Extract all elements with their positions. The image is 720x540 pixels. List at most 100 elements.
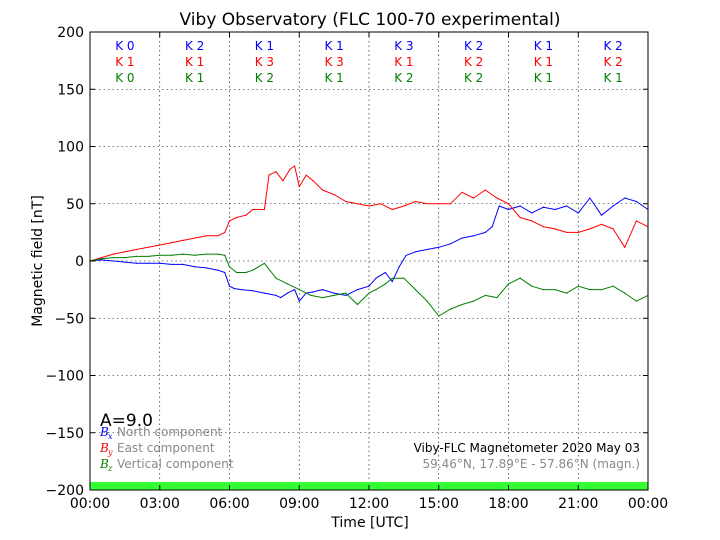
- x-tick-label: 00:00: [628, 496, 668, 512]
- data-point-z: [519, 277, 521, 279]
- data-point-x: [449, 243, 451, 245]
- data-point-y: [449, 203, 451, 205]
- data-point-z: [124, 257, 126, 259]
- data-point-z: [542, 289, 545, 291]
- data-point-y: [112, 253, 114, 255]
- grid-lines: [90, 32, 648, 490]
- data-point-x: [600, 214, 603, 216]
- data-point-y: [600, 223, 603, 225]
- data-point-x: [426, 248, 428, 251]
- series-line-z: [89, 253, 649, 317]
- data-point-x: [345, 294, 347, 296]
- data-point-y: [496, 197, 498, 199]
- k-index-label: K 1: [115, 55, 134, 69]
- data-point-y: [124, 251, 126, 253]
- data-point-z: [403, 277, 405, 279]
- y-tick-label: 100: [57, 140, 84, 156]
- data-point-z: [566, 292, 568, 294]
- data-point-x: [554, 208, 556, 211]
- x-tick-label: 21:00: [558, 496, 598, 512]
- data-point-y: [589, 228, 591, 230]
- data-point-z: [205, 253, 207, 255]
- data-point-x: [333, 292, 335, 294]
- data-point-y: [461, 191, 463, 193]
- data-point-z: [589, 289, 591, 291]
- data-point-x: [298, 300, 300, 302]
- data-point-y: [217, 235, 219, 237]
- data-point-z: [263, 262, 265, 264]
- data-point-y: [205, 235, 207, 237]
- legend-label: East component: [117, 441, 215, 455]
- data-point-z: [507, 283, 510, 285]
- data-point-z: [135, 255, 138, 257]
- data-point-x: [612, 205, 614, 207]
- data-point-x: [368, 285, 370, 287]
- data-point-x: [414, 251, 417, 253]
- data-point-z: [414, 289, 417, 291]
- data-point-x: [484, 231, 486, 233]
- data-point-y: [289, 168, 291, 170]
- data-point-x: [170, 263, 172, 265]
- k-index-label: K 3: [324, 55, 343, 69]
- data-point-x: [228, 285, 231, 287]
- data-point-z: [310, 294, 312, 296]
- data-point-x: [233, 287, 235, 290]
- data-point-x: [252, 290, 254, 292]
- data-point-x: [519, 205, 521, 207]
- data-point-x: [240, 289, 242, 291]
- k-index-label: K 2: [464, 39, 483, 53]
- data-point-x: [217, 269, 219, 271]
- data-point-y: [438, 203, 440, 205]
- data-point-y: [252, 208, 254, 211]
- y-tick-label: −200: [46, 483, 84, 499]
- k-index-label: K 1: [324, 71, 343, 85]
- data-point-y: [473, 197, 475, 199]
- data-point-z: [368, 292, 370, 294]
- data-point-x: [356, 289, 358, 291]
- y-tick-label: −50: [54, 311, 84, 327]
- k-index-label: K 2: [394, 71, 413, 85]
- data-point-z: [321, 297, 324, 299]
- data-point-y: [391, 208, 393, 211]
- data-point-y: [624, 246, 626, 248]
- data-point-z: [298, 289, 300, 291]
- k-index-label: K 1: [324, 39, 343, 53]
- data-point-y: [298, 186, 300, 188]
- data-point-y: [554, 228, 556, 230]
- data-point-z: [612, 285, 614, 287]
- data-point-y: [368, 205, 370, 207]
- legend-subscript: x: [108, 432, 113, 441]
- data-point-y: [228, 220, 231, 222]
- k-index-label: K 2: [603, 55, 622, 69]
- y-tick-label: 50: [66, 197, 84, 213]
- data-point-z: [600, 289, 603, 291]
- x-tick-label: 15:00: [419, 496, 459, 512]
- data-point-y: [612, 228, 614, 230]
- data-point-z: [159, 254, 161, 256]
- data-point-y: [224, 231, 226, 233]
- k-index-label: K 1: [255, 39, 274, 53]
- x-tick-label: 06:00: [209, 496, 249, 512]
- data-point-y: [507, 203, 510, 205]
- x-tick-label: 00:00: [70, 496, 110, 512]
- y-tick-label: 150: [57, 82, 84, 98]
- data-point-x: [205, 267, 207, 269]
- data-point-z: [235, 271, 238, 274]
- chart-title: Viby Observatory (FLC 100-70 experimenta…: [180, 10, 561, 30]
- y-tick-label: −100: [46, 369, 84, 385]
- data-point-z: [577, 285, 579, 287]
- instrument-caption: Viby-FLC Magnetometer 2020 May 03: [414, 441, 640, 455]
- legend-symbol: B: [99, 441, 109, 455]
- y-tick-labels: 200 150 100 50 0 −50 −100 −150 −200: [46, 25, 84, 499]
- data-point-y: [333, 194, 335, 196]
- data-point-x: [473, 235, 475, 237]
- x-tick-label: 18:00: [488, 496, 528, 512]
- data-point-y: [356, 203, 358, 205]
- data-point-y: [484, 189, 486, 191]
- k-index-label: K 2: [185, 39, 204, 53]
- data-point-x: [312, 291, 314, 293]
- legend-symbol: B: [99, 425, 109, 439]
- data-point-z: [461, 303, 463, 306]
